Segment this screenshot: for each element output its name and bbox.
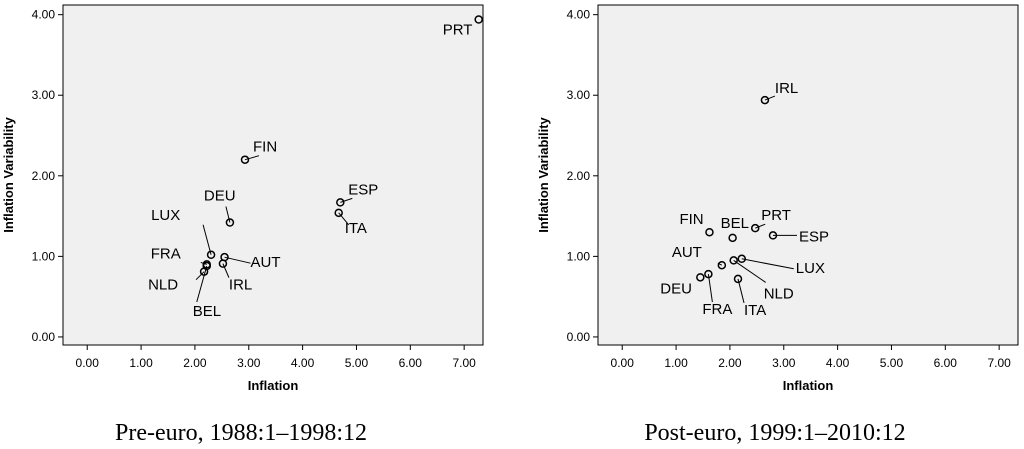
leader-line — [707, 274, 713, 303]
x-tick-label: 7.00 — [452, 356, 476, 370]
point-label: PRT — [443, 22, 473, 39]
leader-line — [733, 259, 766, 283]
point-label: ESP — [799, 228, 829, 245]
data-point — [206, 250, 216, 260]
point-label: DEU — [660, 280, 692, 297]
data-point — [202, 261, 212, 271]
x-tick-label: 4.00 — [826, 356, 850, 370]
panel-caption: Pre-euro, 1988:1–1998:12 — [115, 420, 367, 446]
point-label: IRL — [775, 80, 798, 97]
x-tick-label: 1.00 — [129, 356, 153, 370]
data-point — [728, 233, 737, 243]
y-tick-label: 2.00 — [32, 169, 56, 183]
data-point — [240, 155, 250, 164]
y-tick-label: 0.00 — [567, 330, 591, 344]
data-point — [696, 273, 705, 282]
data-point — [334, 208, 343, 218]
y-tick-label: 3.00 — [567, 88, 591, 102]
point-label: LUX — [151, 207, 180, 224]
point-label: NLD — [148, 277, 178, 294]
point-label: PRT — [761, 207, 791, 224]
leader-line — [224, 256, 251, 264]
scatter-panel-2: 0.00 1.00 2.00 3.00 4.00 0.00 1.00 2.00 3.00 4.00… — [536, 4, 1019, 446]
data-point — [760, 95, 770, 105]
data-point — [717, 260, 727, 270]
x-tick-label: 5.00 — [880, 356, 904, 370]
leader-line — [338, 212, 350, 226]
x-tick-label: 1.00 — [664, 356, 688, 370]
leader-line — [755, 223, 766, 229]
point-label: ITA — [345, 220, 367, 237]
x-tick-label: 2.00 — [183, 356, 207, 370]
leader-line — [195, 271, 205, 281]
data-point — [218, 259, 228, 268]
x-axis-title: Inflation — [248, 378, 299, 393]
data-point — [705, 227, 714, 237]
data-point — [750, 223, 760, 233]
y-tick-label: 3.00 — [32, 88, 56, 102]
point-label: FIN — [253, 139, 277, 156]
y-axis-title: Inflation Variability — [1, 116, 16, 232]
y-tick-label: 4.00 — [32, 8, 56, 22]
data-point — [474, 15, 483, 24]
data-point — [768, 231, 778, 240]
point-label: DEU — [204, 188, 236, 205]
x-tick-label: 6.00 — [934, 356, 958, 370]
point-label: NLD — [764, 285, 794, 302]
data-point — [704, 269, 713, 279]
point-label: AUT — [251, 254, 281, 271]
scatter-panel-1: 0.00 1.00 2.00 3.00 4.00 0.00 1.00 2.00 3.00 4.00… — [1, 4, 484, 446]
point-label: IRL — [229, 277, 252, 294]
x-tick-label: 5.00 — [345, 356, 369, 370]
y-axis-title: Inflation Variability — [536, 116, 551, 232]
y-tick-label: 0.00 — [32, 330, 56, 344]
x-tick-label: 4.00 — [291, 356, 315, 370]
point-label: BEL — [193, 303, 221, 320]
panel-caption: Post-euro, 1999:1–2010:12 — [644, 420, 905, 446]
leader-line — [222, 263, 230, 278]
x-tick-label: 2.00 — [718, 356, 742, 370]
x-tick-label: 7.00 — [987, 356, 1011, 370]
y-tick-label: 1.00 — [567, 249, 591, 263]
plot-area — [597, 4, 1019, 346]
x-tick-label: 3.00 — [237, 356, 261, 370]
leader-line — [244, 155, 260, 161]
leader-line — [225, 206, 231, 223]
point-label: ESP — [348, 181, 378, 198]
leader-line — [764, 95, 776, 101]
y-tick-label: 4.00 — [567, 8, 591, 22]
x-tick-label: 0.00 — [611, 356, 635, 370]
x-tick-label: 3.00 — [772, 356, 796, 370]
leader-line — [202, 224, 212, 255]
point-label: AUT — [672, 244, 702, 261]
point-label: FIN — [679, 211, 703, 228]
point-label: BEL — [721, 215, 749, 232]
point-label: FRA — [151, 245, 181, 262]
x-axis-title: Inflation — [783, 378, 834, 393]
data-point — [729, 256, 738, 265]
leader-line — [741, 258, 794, 270]
y-tick-label: 2.00 — [567, 169, 591, 183]
leader-line — [196, 265, 208, 303]
data-point — [225, 218, 235, 227]
plot-area — [62, 4, 484, 346]
data-point — [336, 198, 345, 207]
data-point — [733, 274, 743, 284]
x-tick-label: 6.00 — [399, 356, 423, 370]
data-point — [737, 254, 747, 264]
x-tick-label: 0.00 — [76, 356, 100, 370]
point-label: LUX — [796, 260, 825, 277]
point-label: ITA — [744, 302, 766, 319]
leader-line — [340, 197, 353, 203]
point-label: FRA — [702, 301, 732, 318]
y-tick-label: 1.00 — [32, 249, 56, 263]
